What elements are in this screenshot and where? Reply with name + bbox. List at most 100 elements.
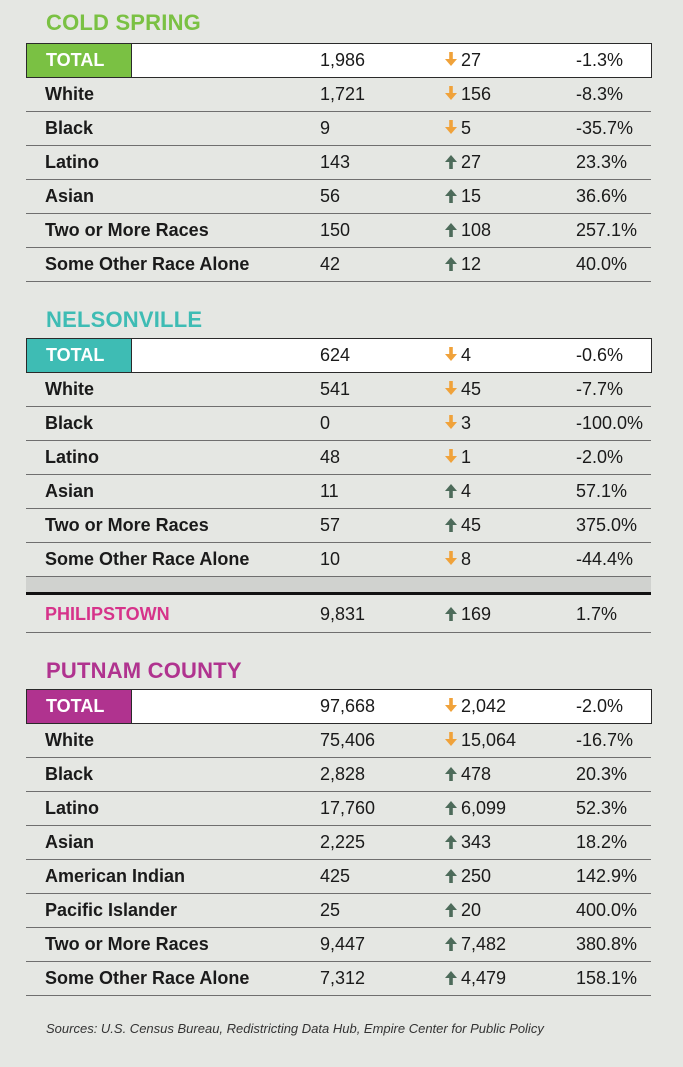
row-label: White [26, 372, 304, 407]
arrow-up-icon [445, 517, 457, 532]
row-change: 12 [461, 254, 482, 274]
row-change-cell: 6,099 [429, 791, 554, 826]
row-change-cell: 4,479 [429, 961, 554, 996]
row-change-cell: 45 [429, 508, 554, 543]
row-change-cell: 1 [429, 440, 554, 475]
total-tag: TOTAL [27, 339, 131, 372]
row-pct: -44.4% [554, 542, 651, 577]
row-label: Asian [26, 825, 304, 860]
row-change: 27 [461, 152, 482, 172]
row-change: 15 [461, 186, 482, 206]
row-change: 156 [461, 84, 492, 104]
row-pct: -35.7% [554, 111, 651, 146]
row-pct: 18.2% [554, 825, 651, 860]
total-change-cell: 27 [429, 43, 554, 78]
row-value: 2,225 [304, 825, 429, 860]
arrow-down-icon [445, 732, 457, 747]
row-pct: 142.9% [554, 859, 651, 894]
row-value: 57 [304, 508, 429, 543]
philipstown-change: 169 [461, 604, 492, 625]
table-row: Two or More Races 9,447 7,482 380.8% [26, 927, 651, 962]
row-value: 10 [304, 542, 429, 577]
arrow-down-icon [445, 347, 457, 362]
row-change: 478 [461, 764, 492, 784]
row-label: Black [26, 111, 304, 146]
row-change-cell: 15,064 [429, 723, 554, 758]
row-pct: 57.1% [554, 474, 651, 509]
row-value: 2,828 [304, 757, 429, 792]
total-value: 624 [304, 338, 429, 373]
table-row: Pacific Islander 25 20 400.0% [26, 893, 651, 928]
row-value: 9 [304, 111, 429, 146]
row-change-cell: 156 [429, 77, 554, 112]
row-change-cell: 4 [429, 474, 554, 509]
row-change: 3 [461, 413, 472, 433]
row-label: American Indian [26, 859, 304, 894]
section-title-nelsonville: NELSONVILLE [46, 307, 203, 332]
row-change: 7,482 [461, 934, 507, 954]
total-change: 2,042 [461, 696, 507, 716]
row-pct: -2.0% [554, 440, 651, 475]
arrow-up-icon [445, 766, 457, 781]
table-row: White 75,406 15,064 -16.7% [26, 723, 651, 758]
row-value: 75,406 [304, 723, 429, 758]
row-label: Latino [26, 791, 304, 826]
total-tag: TOTAL [27, 690, 131, 723]
cold-spring-table: TOTAL 1,986 27 -1.3% White 1,721 156 -8.3% Black… [26, 43, 652, 282]
total-change: 4 [461, 345, 472, 365]
total-change-cell: 2,042 [429, 689, 554, 724]
arrow-down-icon [445, 381, 457, 396]
row-change: 1 [461, 447, 472, 467]
arrow-down-icon [445, 449, 457, 464]
arrow-up-icon [445, 902, 457, 917]
arrow-up-icon [445, 154, 457, 169]
total-pct: -0.6% [554, 338, 652, 373]
putnam-county-table: TOTAL 97,668 2,042 -2.0% White 75,406 15,064 -1… [26, 689, 652, 996]
row-change-cell: 343 [429, 825, 554, 860]
table-row: Some Other Race Alone 7,312 4,479 158.1% [26, 961, 651, 996]
arrow-down-icon [445, 415, 457, 430]
table-row: Asian 11 4 57.1% [26, 474, 651, 509]
arrow-up-icon [445, 483, 457, 498]
row-pct: -100.0% [554, 406, 651, 441]
row-change-cell: 478 [429, 757, 554, 792]
total-label-cell: TOTAL [26, 43, 304, 78]
row-change-cell: 108 [429, 213, 554, 248]
row-value: 42 [304, 247, 429, 282]
row-label: Asian [26, 179, 304, 214]
arrow-up-icon [445, 800, 457, 815]
row-change: 343 [461, 832, 492, 852]
row-pct: 36.6% [554, 179, 651, 214]
table-row: Two or More Races 57 45 375.0% [26, 508, 651, 543]
row-change-cell: 7,482 [429, 927, 554, 962]
philipstown-row: PHILIPSTOWN 9,831 169 1.7% [26, 598, 651, 633]
table-row: Black 9 5 -35.7% [26, 111, 651, 146]
row-value: 9,447 [304, 927, 429, 962]
total-label-cell: TOTAL [26, 338, 304, 373]
row-change: 6,099 [461, 798, 507, 818]
table-row: Asian 2,225 343 18.2% [26, 825, 651, 860]
row-label: Latino [26, 145, 304, 180]
row-change: 108 [461, 220, 492, 240]
total-blank [131, 44, 304, 77]
row-label: Latino [26, 440, 304, 475]
row-change: 20 [461, 900, 482, 920]
table-row: Asian 56 15 36.6% [26, 179, 651, 214]
philipstown-table: PHILIPSTOWN 9,831 169 1.7% [26, 598, 651, 633]
arrow-up-icon [445, 936, 457, 951]
table-row: American Indian 425 250 142.9% [26, 859, 651, 894]
table-row: Latino 17,760 6,099 52.3% [26, 791, 651, 826]
row-value: 25 [304, 893, 429, 928]
arrow-down-icon [445, 551, 457, 566]
row-pct: 375.0% [554, 508, 651, 543]
table-row: White 541 45 -7.7% [26, 372, 651, 407]
row-value: 17,760 [304, 791, 429, 826]
row-label: Black [26, 757, 304, 792]
row-change-cell: 45 [429, 372, 554, 407]
row-pct: 158.1% [554, 961, 651, 996]
separator-line [26, 592, 651, 595]
row-pct: 400.0% [554, 893, 651, 928]
philipstown-value: 9,831 [304, 598, 429, 633]
total-change: 27 [461, 50, 482, 70]
table-row: Latino 48 1 -2.0% [26, 440, 651, 475]
